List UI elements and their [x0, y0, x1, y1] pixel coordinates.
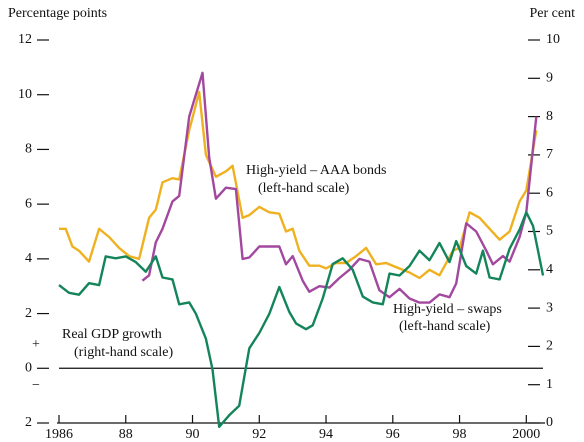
x-tick-label: 2000 — [512, 427, 540, 442]
y-tick-label: 10 — [18, 87, 32, 102]
y-tick-label: 2 — [25, 415, 32, 430]
annotation: (left-hand scale) — [258, 181, 350, 196]
y2-tick-label: 5 — [546, 224, 553, 239]
series-line — [58, 211, 545, 428]
annotation: (left-hand scale) — [399, 319, 491, 334]
x-tick-label: 92 — [252, 427, 266, 442]
annotation: + — [32, 337, 40, 352]
y-tick-label: 12 — [18, 32, 32, 47]
x-tick-label: 96 — [386, 427, 400, 442]
x-tick-label: 94 — [319, 427, 333, 442]
series-line — [59, 90, 538, 280]
y2-tick-label: 9 — [546, 71, 553, 86]
x-tick-label: 90 — [186, 427, 200, 442]
y2-tick-label: 3 — [546, 300, 553, 315]
y2-tick-label: 8 — [546, 109, 553, 124]
y-tick-label: 2 — [25, 306, 32, 321]
y2-tick-label: 6 — [546, 185, 553, 200]
annotation: Real GDP growth — [62, 327, 162, 342]
y-axis-label: Percentage points — [8, 6, 107, 21]
y-tick-label: 0 — [25, 361, 32, 376]
x-tick-label: 88 — [119, 427, 133, 442]
y-tick-label: 6 — [25, 196, 32, 211]
y2-axis-label: Per cent — [530, 6, 576, 21]
x-tick-label: 1986 — [45, 427, 73, 442]
y2-tick-label: 7 — [546, 147, 553, 162]
annotation: (right-hand scale) — [74, 345, 173, 360]
x-tick-label: 98 — [453, 427, 467, 442]
y-tick-label: 4 — [25, 251, 32, 266]
y2-tick-label: 10 — [546, 32, 560, 47]
y-tick-label: 8 — [25, 142, 32, 157]
annotation: High-yield – swaps — [393, 302, 502, 317]
y2-tick-label: 1 — [546, 377, 553, 392]
y2-tick-label: 0 — [546, 415, 553, 430]
series-line — [141, 71, 538, 304]
y2-tick-label: 4 — [546, 262, 553, 277]
annotation: High-yield – AAA bonds — [246, 163, 386, 178]
annotation: − — [32, 378, 40, 393]
y2-tick-label: 2 — [546, 339, 553, 354]
